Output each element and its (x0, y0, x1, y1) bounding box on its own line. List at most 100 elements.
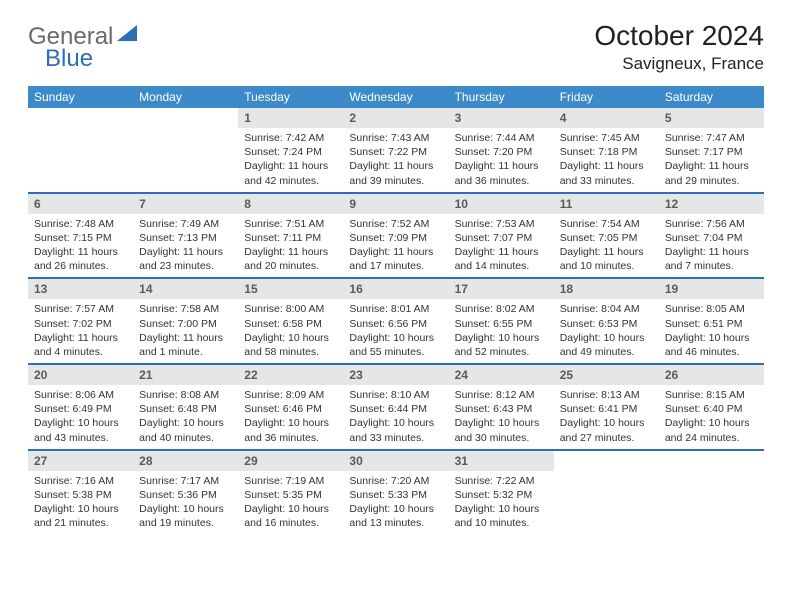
day-cell: 22Sunrise: 8:09 AMSunset: 6:46 PMDayligh… (238, 365, 343, 450)
daylight-text: Daylight: 11 hours and 39 minutes. (349, 159, 442, 187)
day-number: 8 (238, 194, 343, 214)
day-cell: .. (133, 108, 238, 193)
sunrise-text: Sunrise: 7:48 AM (34, 217, 127, 231)
day-number: 5 (659, 108, 764, 128)
day-details: Sunrise: 8:05 AMSunset: 6:51 PMDaylight:… (659, 299, 764, 363)
weekday-header: Sunday (28, 86, 133, 108)
daylight-text: Daylight: 10 hours and 21 minutes. (34, 502, 127, 530)
day-details: Sunrise: 7:42 AMSunset: 7:24 PMDaylight:… (238, 128, 343, 192)
week-row: 27Sunrise: 7:16 AMSunset: 5:38 PMDayligh… (28, 451, 764, 535)
weekday-header: Thursday (449, 86, 554, 108)
logo-triangle-icon (117, 20, 137, 48)
day-details: Sunrise: 7:20 AMSunset: 5:33 PMDaylight:… (343, 471, 448, 535)
day-details: Sunrise: 8:09 AMSunset: 6:46 PMDaylight:… (238, 385, 343, 449)
daylight-text: Daylight: 10 hours and 33 minutes. (349, 416, 442, 444)
day-details: Sunrise: 7:51 AMSunset: 7:11 PMDaylight:… (238, 214, 343, 278)
weekday-header-row: Sunday Monday Tuesday Wednesday Thursday… (28, 86, 764, 108)
daylight-text: Daylight: 10 hours and 16 minutes. (244, 502, 337, 530)
daylight-text: Daylight: 10 hours and 58 minutes. (244, 331, 337, 359)
day-details: Sunrise: 7:44 AMSunset: 7:20 PMDaylight:… (449, 128, 554, 192)
day-number: 19 (659, 279, 764, 299)
day-number: 12 (659, 194, 764, 214)
daylight-text: Daylight: 11 hours and 1 minute. (139, 331, 232, 359)
daylight-text: Daylight: 11 hours and 29 minutes. (665, 159, 758, 187)
daylight-text: Daylight: 11 hours and 36 minutes. (455, 159, 548, 187)
day-cell: 7Sunrise: 7:49 AMSunset: 7:13 PMDaylight… (133, 194, 238, 279)
sunrise-text: Sunrise: 7:54 AM (560, 217, 653, 231)
weekday-header: Monday (133, 86, 238, 108)
day-number: 16 (343, 279, 448, 299)
sunrise-text: Sunrise: 7:16 AM (34, 474, 127, 488)
sunset-text: Sunset: 5:36 PM (139, 488, 232, 502)
sunrise-text: Sunrise: 7:17 AM (139, 474, 232, 488)
sunset-text: Sunset: 6:56 PM (349, 317, 442, 331)
day-cell: 2Sunrise: 7:43 AMSunset: 7:22 PMDaylight… (343, 108, 448, 193)
sunrise-text: Sunrise: 7:43 AM (349, 131, 442, 145)
day-details: Sunrise: 7:52 AMSunset: 7:09 PMDaylight:… (343, 214, 448, 278)
day-details: Sunrise: 7:48 AMSunset: 7:15 PMDaylight:… (28, 214, 133, 278)
day-details: Sunrise: 7:19 AMSunset: 5:35 PMDaylight:… (238, 471, 343, 535)
day-details: Sunrise: 7:57 AMSunset: 7:02 PMDaylight:… (28, 299, 133, 363)
sunset-text: Sunset: 7:04 PM (665, 231, 758, 245)
day-cell: 29Sunrise: 7:19 AMSunset: 5:35 PMDayligh… (238, 451, 343, 535)
day-details: Sunrise: 7:54 AMSunset: 7:05 PMDaylight:… (554, 214, 659, 278)
day-details: Sunrise: 7:43 AMSunset: 7:22 PMDaylight:… (343, 128, 448, 192)
sunset-text: Sunset: 7:09 PM (349, 231, 442, 245)
day-details: Sunrise: 8:13 AMSunset: 6:41 PMDaylight:… (554, 385, 659, 449)
sunrise-text: Sunrise: 7:49 AM (139, 217, 232, 231)
day-cell: 14Sunrise: 7:58 AMSunset: 7:00 PMDayligh… (133, 279, 238, 364)
day-number: 26 (659, 365, 764, 385)
sunrise-text: Sunrise: 7:44 AM (455, 131, 548, 145)
day-details: Sunrise: 8:10 AMSunset: 6:44 PMDaylight:… (343, 385, 448, 449)
day-number: 20 (28, 365, 133, 385)
daylight-text: Daylight: 10 hours and 40 minutes. (139, 416, 232, 444)
sunrise-text: Sunrise: 7:56 AM (665, 217, 758, 231)
sunset-text: Sunset: 7:18 PM (560, 145, 653, 159)
day-cell: 10Sunrise: 7:53 AMSunset: 7:07 PMDayligh… (449, 194, 554, 279)
day-number: 22 (238, 365, 343, 385)
day-number: 25 (554, 365, 659, 385)
title-block: October 2024 Savigneux, France (594, 20, 764, 74)
sunset-text: Sunset: 7:05 PM (560, 231, 653, 245)
sunrise-text: Sunrise: 7:58 AM (139, 302, 232, 316)
day-number: 3 (449, 108, 554, 128)
sunset-text: Sunset: 5:35 PM (244, 488, 337, 502)
day-number: 21 (133, 365, 238, 385)
day-cell: 25Sunrise: 8:13 AMSunset: 6:41 PMDayligh… (554, 365, 659, 450)
day-number: 30 (343, 451, 448, 471)
day-number: 27 (28, 451, 133, 471)
sunset-text: Sunset: 7:22 PM (349, 145, 442, 159)
day-cell: 5Sunrise: 7:47 AMSunset: 7:17 PMDaylight… (659, 108, 764, 193)
sunset-text: Sunset: 7:20 PM (455, 145, 548, 159)
day-details: Sunrise: 7:47 AMSunset: 7:17 PMDaylight:… (659, 128, 764, 192)
sunrise-text: Sunrise: 8:12 AM (455, 388, 548, 402)
day-cell: 3Sunrise: 7:44 AMSunset: 7:20 PMDaylight… (449, 108, 554, 193)
daylight-text: Daylight: 11 hours and 23 minutes. (139, 245, 232, 273)
day-details: Sunrise: 7:16 AMSunset: 5:38 PMDaylight:… (28, 471, 133, 535)
sunrise-text: Sunrise: 8:15 AM (665, 388, 758, 402)
day-number: 1 (238, 108, 343, 128)
day-details: Sunrise: 8:04 AMSunset: 6:53 PMDaylight:… (554, 299, 659, 363)
day-cell: 15Sunrise: 8:00 AMSunset: 6:58 PMDayligh… (238, 279, 343, 364)
logo-text-blue: Blue (45, 45, 93, 73)
sunset-text: Sunset: 6:51 PM (665, 317, 758, 331)
day-cell: 4Sunrise: 7:45 AMSunset: 7:18 PMDaylight… (554, 108, 659, 193)
day-details: Sunrise: 7:49 AMSunset: 7:13 PMDaylight:… (133, 214, 238, 278)
daylight-text: Daylight: 10 hours and 27 minutes. (560, 416, 653, 444)
day-cell: 24Sunrise: 8:12 AMSunset: 6:43 PMDayligh… (449, 365, 554, 450)
daylight-text: Daylight: 10 hours and 46 minutes. (665, 331, 758, 359)
sunrise-text: Sunrise: 8:00 AM (244, 302, 337, 316)
sunrise-text: Sunrise: 7:45 AM (560, 131, 653, 145)
day-cell: 11Sunrise: 7:54 AMSunset: 7:05 PMDayligh… (554, 194, 659, 279)
day-details: Sunrise: 8:06 AMSunset: 6:49 PMDaylight:… (28, 385, 133, 449)
weekday-header: Wednesday (343, 86, 448, 108)
sunrise-text: Sunrise: 8:06 AM (34, 388, 127, 402)
calendar-table: Sunday Monday Tuesday Wednesday Thursday… (28, 86, 764, 534)
day-details: Sunrise: 7:58 AMSunset: 7:00 PMDaylight:… (133, 299, 238, 363)
sunrise-text: Sunrise: 7:22 AM (455, 474, 548, 488)
day-cell: 9Sunrise: 7:52 AMSunset: 7:09 PMDaylight… (343, 194, 448, 279)
daylight-text: Daylight: 11 hours and 20 minutes. (244, 245, 337, 273)
day-cell: .. (28, 108, 133, 193)
week-row: 13Sunrise: 7:57 AMSunset: 7:02 PMDayligh… (28, 279, 764, 364)
day-cell: 6Sunrise: 7:48 AMSunset: 7:15 PMDaylight… (28, 194, 133, 279)
